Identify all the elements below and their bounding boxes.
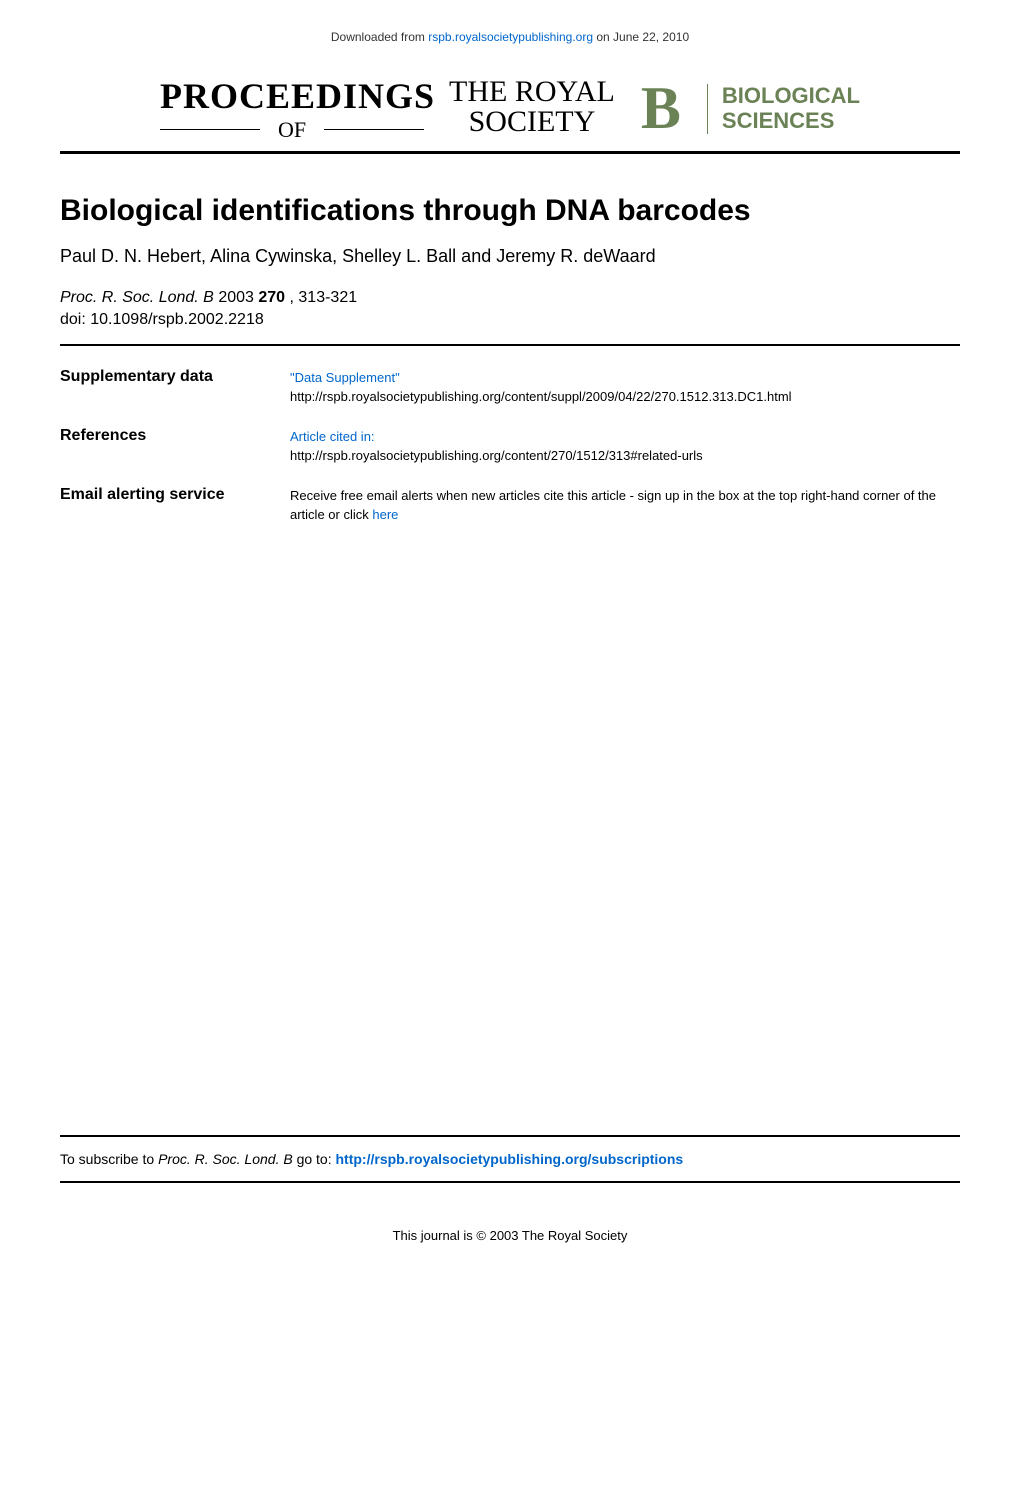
header-divider: [60, 151, 960, 154]
society-word: SOCIETY: [469, 105, 596, 139]
subscribe-divider-bottom: [60, 1181, 960, 1183]
subscribe-mid: go to:: [297, 1151, 336, 1167]
references-value: Article cited in: http://rspb.royalsocie…: [290, 417, 960, 476]
supplementary-data-value: "Data Supplement" http://rspb.royalsocie…: [290, 358, 960, 417]
citation-pages: 313-321: [298, 289, 357, 306]
subscribe-divider-top: [60, 1135, 960, 1137]
b-logo: B: [629, 74, 693, 143]
article-title: Biological identifications through DNA b…: [60, 194, 960, 228]
download-prefix: Downloaded from: [331, 30, 428, 44]
subscribe-journal: Proc. R. Soc. Lond. B: [158, 1151, 293, 1167]
table-row: Email alerting service Receive free emai…: [60, 476, 960, 535]
citation-year: 2003: [218, 289, 254, 306]
the-royal-word: THE ROYAL: [449, 78, 615, 105]
supplementary-data-label: Supplementary data: [60, 358, 290, 417]
supplementary-data-link[interactable]: "Data Supplement": [290, 370, 400, 385]
of-line-wrap: OF: [160, 117, 424, 143]
of-line-left: [160, 129, 260, 130]
download-source-line: Downloaded from rspb.royalsocietypublish…: [60, 30, 960, 44]
of-line-right: [324, 129, 424, 130]
article-citation: Proc. R. Soc. Lond. B 2003 270 , 313-321…: [60, 287, 960, 332]
references-label: References: [60, 417, 290, 476]
b-divider: [707, 84, 708, 134]
subscribe-line: To subscribe to Proc. R. Soc. Lond. B go…: [60, 1151, 960, 1167]
journal-header-mid: THE ROYAL SOCIETY: [449, 78, 615, 139]
copyright-line: This journal is © 2003 The Royal Society: [60, 1228, 960, 1243]
journal-header: PROCEEDINGS OF THE ROYAL SOCIETY B BIOLO…: [60, 74, 960, 143]
citation-journal: Proc. R. Soc. Lond. B: [60, 289, 214, 306]
biological-word: BIOLOGICAL: [722, 84, 860, 108]
citation-doi-prefix: doi:: [60, 311, 90, 328]
citation-volume: 270: [258, 289, 285, 306]
bottom-section: To subscribe to Proc. R. Soc. Lond. B go…: [60, 1135, 960, 1243]
email-alerting-value: Receive free email alerts when new artic…: [290, 476, 960, 535]
download-suffix: on June 22, 2010: [596, 30, 689, 44]
journal-header-left: PROCEEDINGS OF: [160, 75, 435, 143]
subscribe-link[interactable]: http://rspb.royalsocietypublishing.org/s…: [336, 1151, 684, 1167]
supplementary-data-url: http://rspb.royalsocietypublishing.org/c…: [290, 389, 792, 404]
download-source-link[interactable]: rspb.royalsocietypublishing.org: [428, 30, 593, 44]
article-authors: Paul D. N. Hebert, Alina Cywinska, Shell…: [60, 246, 960, 267]
references-link[interactable]: Article cited in:: [290, 429, 375, 444]
email-alerting-link[interactable]: here: [372, 507, 398, 522]
subscribe-prefix: To subscribe to: [60, 1151, 158, 1167]
citation-doi: 10.1098/rspb.2002.2218: [90, 311, 263, 328]
of-word: OF: [278, 117, 306, 143]
table-row: Supplementary data "Data Supplement" htt…: [60, 358, 960, 417]
info-table: Supplementary data "Data Supplement" htt…: [60, 358, 960, 535]
email-alerting-label: Email alerting service: [60, 476, 290, 535]
table-row: References Article cited in: http://rspb…: [60, 417, 960, 476]
sciences-word: SCIENCES: [722, 109, 860, 133]
biological-sciences-block: BIOLOGICAL SCIENCES: [722, 84, 860, 132]
proceedings-word: PROCEEDINGS: [160, 75, 435, 117]
citation-divider: [60, 344, 960, 346]
references-url: http://rspb.royalsocietypublishing.org/c…: [290, 448, 703, 463]
